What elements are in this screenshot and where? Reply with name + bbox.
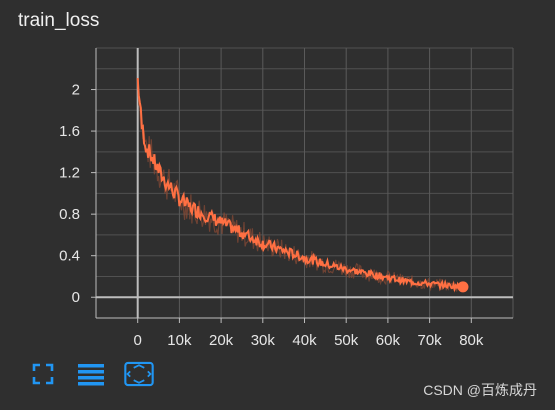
fullscreen-icon xyxy=(32,363,54,385)
x-tick-label: 0 xyxy=(134,332,142,349)
x-tick-label: 30k xyxy=(251,332,276,349)
y-tick-label: 0.8 xyxy=(59,206,80,223)
y-tick-label: 0.4 xyxy=(59,248,80,265)
line-chart: 0 10k 20k 30k 40k 50k 60k 70k 80k 0 0.4 0.8 1.2 1.6 2 xyxy=(59,47,514,349)
fullscreen-button[interactable] xyxy=(28,360,58,388)
fit-domain-icon xyxy=(124,361,154,387)
fit-domain-button[interactable] xyxy=(124,360,154,388)
chart-title: train_loss xyxy=(18,10,100,31)
data-list-button[interactable] xyxy=(76,360,106,388)
watermark: CSDN @百炼成丹 xyxy=(423,382,537,398)
x-tick-label: 20k xyxy=(209,332,234,349)
x-tick-label: 60k xyxy=(376,332,401,349)
grid xyxy=(95,47,514,319)
y-tick-label: 2 xyxy=(72,82,80,99)
data-list-icon xyxy=(78,364,104,386)
series-smoothed-line xyxy=(136,78,464,293)
series-end-point xyxy=(457,281,469,293)
tick-labels: 0 10k 20k 30k 40k 50k 60k 70k 80k 0 0.4 0.8 1.2 1.6 2 xyxy=(59,82,484,349)
chart-toolbar xyxy=(28,360,154,388)
series-train-loss xyxy=(136,78,469,293)
x-tick-label: 40k xyxy=(292,332,317,349)
y-tick-label: 1.2 xyxy=(59,165,80,182)
series-raw-line xyxy=(137,79,464,293)
x-tick-label: 80k xyxy=(459,332,484,349)
x-tick-label: 50k xyxy=(334,332,359,349)
y-tick-label: 0 xyxy=(72,289,80,306)
x-tick-label: 10k xyxy=(167,332,192,349)
y-tick-label: 1.6 xyxy=(59,123,80,140)
x-tick-label: 70k xyxy=(418,332,443,349)
